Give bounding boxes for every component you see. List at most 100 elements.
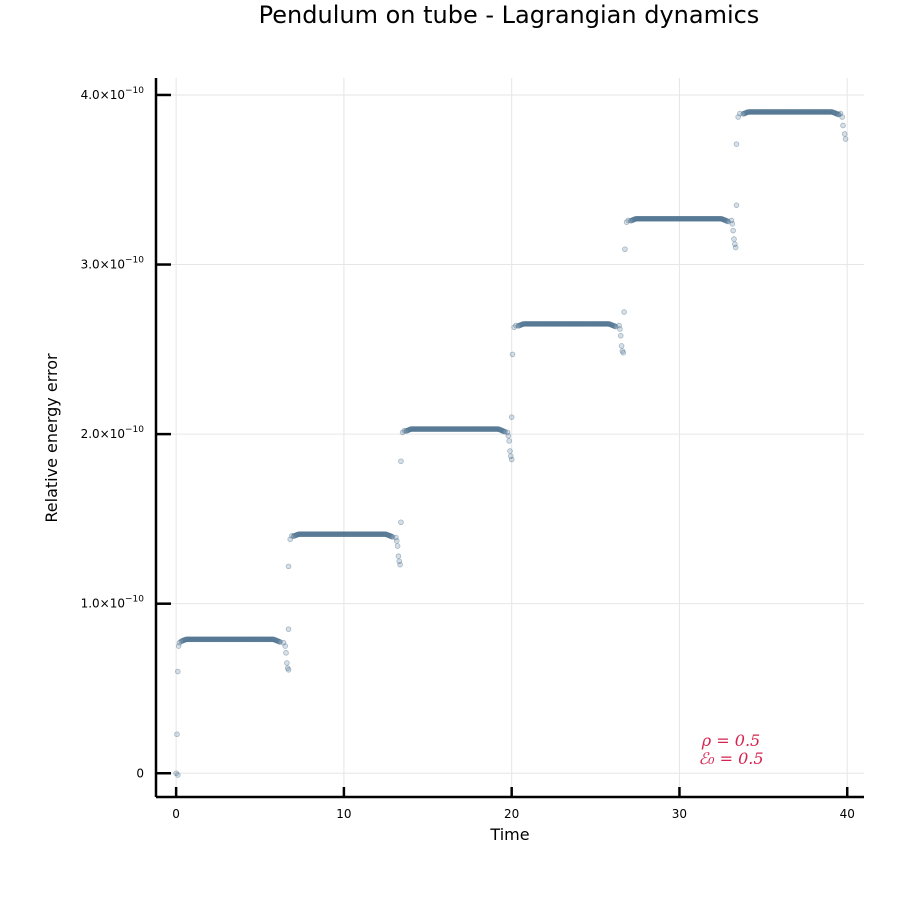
data-point — [586, 321, 592, 327]
data-point — [191, 636, 198, 643]
data-point — [799, 109, 806, 115]
data-point — [617, 332, 624, 339]
data-point — [720, 216, 726, 223]
data-point — [466, 426, 473, 432]
data-point — [630, 216, 637, 223]
data-point — [352, 531, 359, 537]
data-point — [393, 538, 400, 544]
data-point — [210, 636, 216, 643]
data-point — [832, 110, 839, 117]
data-point — [311, 531, 318, 537]
data-point — [462, 426, 469, 432]
data-point — [740, 111, 746, 117]
data-point — [424, 426, 430, 432]
data-point — [302, 531, 309, 537]
data-point — [486, 426, 492, 432]
data-point — [198, 636, 205, 643]
data-point — [716, 215, 723, 222]
data-point — [276, 638, 283, 645]
data-point — [712, 215, 719, 222]
data-point — [664, 215, 671, 222]
data-point — [416, 426, 423, 432]
data-point — [746, 109, 752, 115]
data-point — [328, 531, 335, 537]
data-point — [742, 110, 749, 116]
data-point — [182, 636, 189, 643]
data-point — [573, 321, 580, 327]
data-point — [413, 426, 419, 432]
data-point — [472, 426, 479, 432]
data-point — [733, 202, 740, 208]
data-point — [604, 321, 611, 327]
data-point — [338, 531, 345, 537]
data-point — [539, 321, 546, 327]
data-point — [812, 109, 819, 115]
data-point — [542, 321, 549, 327]
data-point — [456, 426, 462, 432]
data-point — [367, 531, 373, 537]
data-point — [251, 636, 257, 643]
data-point — [521, 321, 528, 327]
data-point — [765, 109, 772, 115]
data-point — [224, 636, 231, 643]
data-point — [348, 531, 355, 537]
data-point — [265, 636, 272, 643]
annotation-energy: ℰ₀ = 0.5 — [698, 749, 763, 768]
data-point — [680, 215, 687, 222]
data-point — [839, 114, 845, 120]
data-point — [346, 531, 352, 537]
data-point — [383, 531, 389, 537]
data-point — [539, 321, 545, 327]
data-point — [364, 531, 371, 537]
data-point — [505, 432, 512, 439]
data-point — [570, 321, 576, 327]
data-point — [417, 426, 424, 432]
data-point — [770, 109, 777, 115]
data-point — [609, 322, 616, 329]
data-point — [581, 321, 588, 327]
data-point — [795, 109, 802, 115]
data-point — [700, 215, 706, 222]
data-point — [763, 109, 769, 115]
data-point — [274, 638, 281, 644]
data-point — [190, 636, 196, 643]
data-point — [629, 217, 636, 223]
data-point — [842, 136, 849, 142]
data-point — [356, 531, 362, 537]
data-point — [223, 636, 230, 643]
data-point — [541, 321, 548, 327]
data-point — [229, 636, 236, 643]
data-point — [516, 322, 523, 329]
data-point — [422, 426, 429, 432]
data-point — [666, 215, 673, 222]
data-point — [580, 321, 586, 327]
data-point — [779, 109, 786, 115]
data-point — [594, 321, 601, 327]
data-point — [658, 215, 664, 222]
data-point — [619, 348, 626, 354]
data-point — [651, 215, 658, 222]
data-point — [206, 636, 213, 643]
data-point — [306, 531, 313, 537]
data-point — [508, 453, 514, 459]
data-point — [336, 531, 342, 537]
data-point — [407, 426, 413, 433]
data-point — [460, 426, 466, 432]
data-point — [270, 636, 277, 643]
data-point — [513, 322, 519, 329]
data-point — [618, 343, 625, 349]
data-point — [737, 110, 743, 117]
data-point — [596, 321, 602, 327]
data-point — [477, 426, 484, 432]
data-point — [685, 215, 692, 222]
data-point — [716, 215, 722, 222]
data-point — [633, 215, 640, 222]
data-point — [192, 636, 199, 643]
data-point — [185, 636, 192, 643]
data-point — [238, 636, 245, 643]
data-point — [668, 215, 674, 222]
data-point — [378, 531, 385, 537]
data-point — [384, 532, 391, 538]
data-point — [560, 321, 566, 327]
data-point — [410, 426, 417, 432]
